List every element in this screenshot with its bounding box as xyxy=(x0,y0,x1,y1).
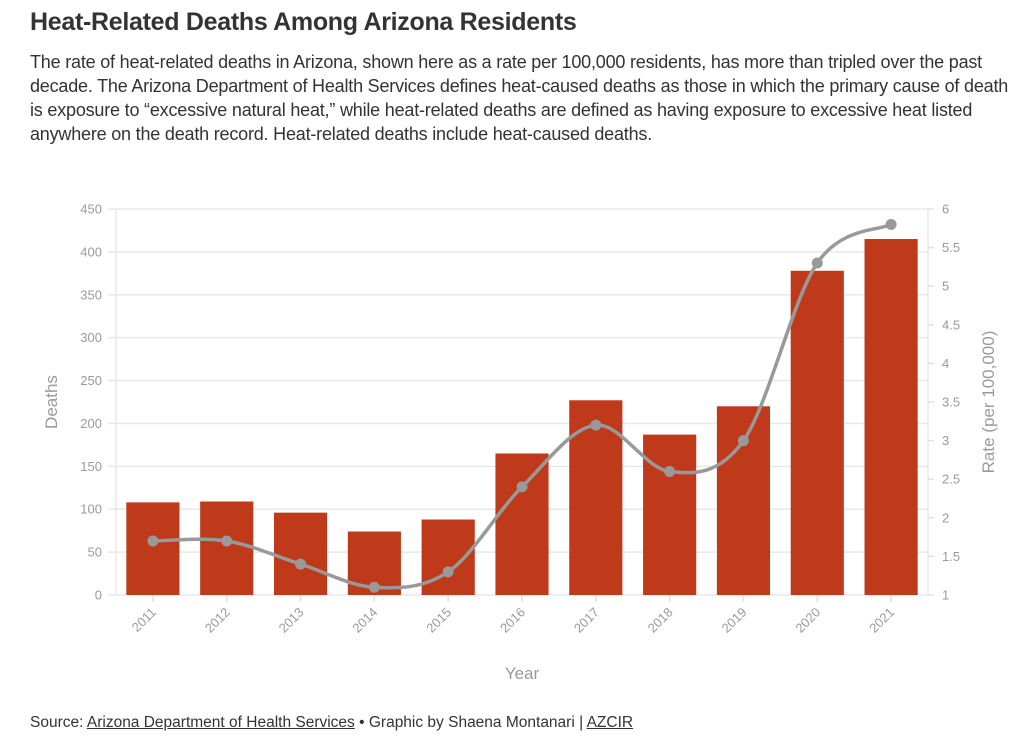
rate-point-2018 xyxy=(664,465,676,477)
rate-point-2021 xyxy=(885,218,897,230)
x-tick-label: 2019 xyxy=(719,605,750,636)
y2-tick-label: 2 xyxy=(942,510,949,525)
y-tick-label: 50 xyxy=(88,545,102,560)
y2-tick-label: 2.5 xyxy=(942,472,960,487)
rate-line xyxy=(147,218,897,593)
source-link[interactable]: Arizona Department of Health Services xyxy=(86,714,355,731)
x-tick-label: 2013 xyxy=(276,605,307,636)
right-axis-ticks: 1 1.5 2 2.5 3 3.5 4 4.5 5 5.5 6 xyxy=(928,202,960,603)
y2-tick-label: 5 xyxy=(942,279,949,294)
x-tick-label: 2016 xyxy=(497,605,528,636)
chart-title: Heat-Related Deaths Among Arizona Reside… xyxy=(30,8,577,36)
y2-tick-label: 5.5 xyxy=(942,240,960,255)
y-tick-label: 250 xyxy=(80,373,102,388)
y2-tick-label: 4.5 xyxy=(942,317,960,332)
y-tick-label: 100 xyxy=(80,502,102,517)
rate-point-2012 xyxy=(221,535,233,547)
y2-axis-title: Rate (per 100,000) xyxy=(979,331,998,474)
rate-point-2014 xyxy=(368,581,380,593)
y-tick-label: 350 xyxy=(80,287,102,302)
x-tick-label: 2020 xyxy=(792,605,823,636)
bar-2016 xyxy=(495,453,549,595)
source-footer: Source: Arizona Department of Health Ser… xyxy=(30,714,633,732)
chart-svg: 0 50 100 150 200 250 300 350 400 450 1 1.5 2 2.5 3 3.5… xyxy=(42,202,998,684)
y-tick-label: 300 xyxy=(80,330,102,345)
x-tick-label: 2011 xyxy=(129,605,159,635)
left-axis-ticks: 0 50 100 150 200 250 300 350 400 450 xyxy=(80,202,102,603)
bar-2013 xyxy=(273,512,328,595)
y-tick-label: 0 xyxy=(95,588,102,603)
x-axis-title: Year xyxy=(505,664,540,683)
rate-point-2019 xyxy=(737,435,749,447)
azcir-link[interactable]: AZCIR xyxy=(586,714,634,731)
rate-point-2017 xyxy=(590,419,602,431)
y2-tick-label: 1 xyxy=(942,588,949,603)
bar-2019 xyxy=(716,406,771,595)
y2-tick-label: 4 xyxy=(942,356,949,371)
y-axis-title: Deaths xyxy=(42,375,61,429)
source-prefix: Source: xyxy=(30,714,87,731)
x-tick-label: 2012 xyxy=(202,605,233,636)
x-tick-label: 2014 xyxy=(349,605,380,636)
bar-2020 xyxy=(790,270,844,595)
chart-subtitle: The rate of heat-related deaths in Arizo… xyxy=(30,52,1009,144)
rate-point-2016 xyxy=(516,481,528,493)
x-tick-label: 2018 xyxy=(645,605,676,636)
y-tick-label: 450 xyxy=(80,202,102,217)
x-axis-ticks: 2011 2012 2013 2014 2015 2016 2017 2018 2019 2020… xyxy=(129,595,897,636)
y2-tick-label: 6 xyxy=(942,202,949,217)
y2-tick-label: 1.5 xyxy=(942,549,960,564)
rate-point-2015 xyxy=(442,566,454,578)
rate-point-2011 xyxy=(147,535,159,547)
y-tick-label: 150 xyxy=(80,459,102,474)
x-tick-label: 2017 xyxy=(571,605,602,636)
bar-2021 xyxy=(864,239,918,595)
bar-2011 xyxy=(126,502,180,595)
rate-point-2013 xyxy=(295,558,307,570)
bar-2012 xyxy=(200,501,254,595)
credit-text: • Graphic by Shaena Montanari | xyxy=(354,714,587,731)
y-tick-label: 400 xyxy=(80,244,102,259)
bars xyxy=(126,239,918,595)
y-tick-label: 200 xyxy=(80,416,102,431)
y2-tick-label: 3.5 xyxy=(942,395,960,410)
rate-point-2020 xyxy=(811,257,823,269)
bar-2018 xyxy=(643,434,697,595)
y2-tick-label: 3 xyxy=(942,433,949,448)
x-tick-label: 2021 xyxy=(866,605,897,636)
x-tick-label: 2015 xyxy=(423,605,454,636)
